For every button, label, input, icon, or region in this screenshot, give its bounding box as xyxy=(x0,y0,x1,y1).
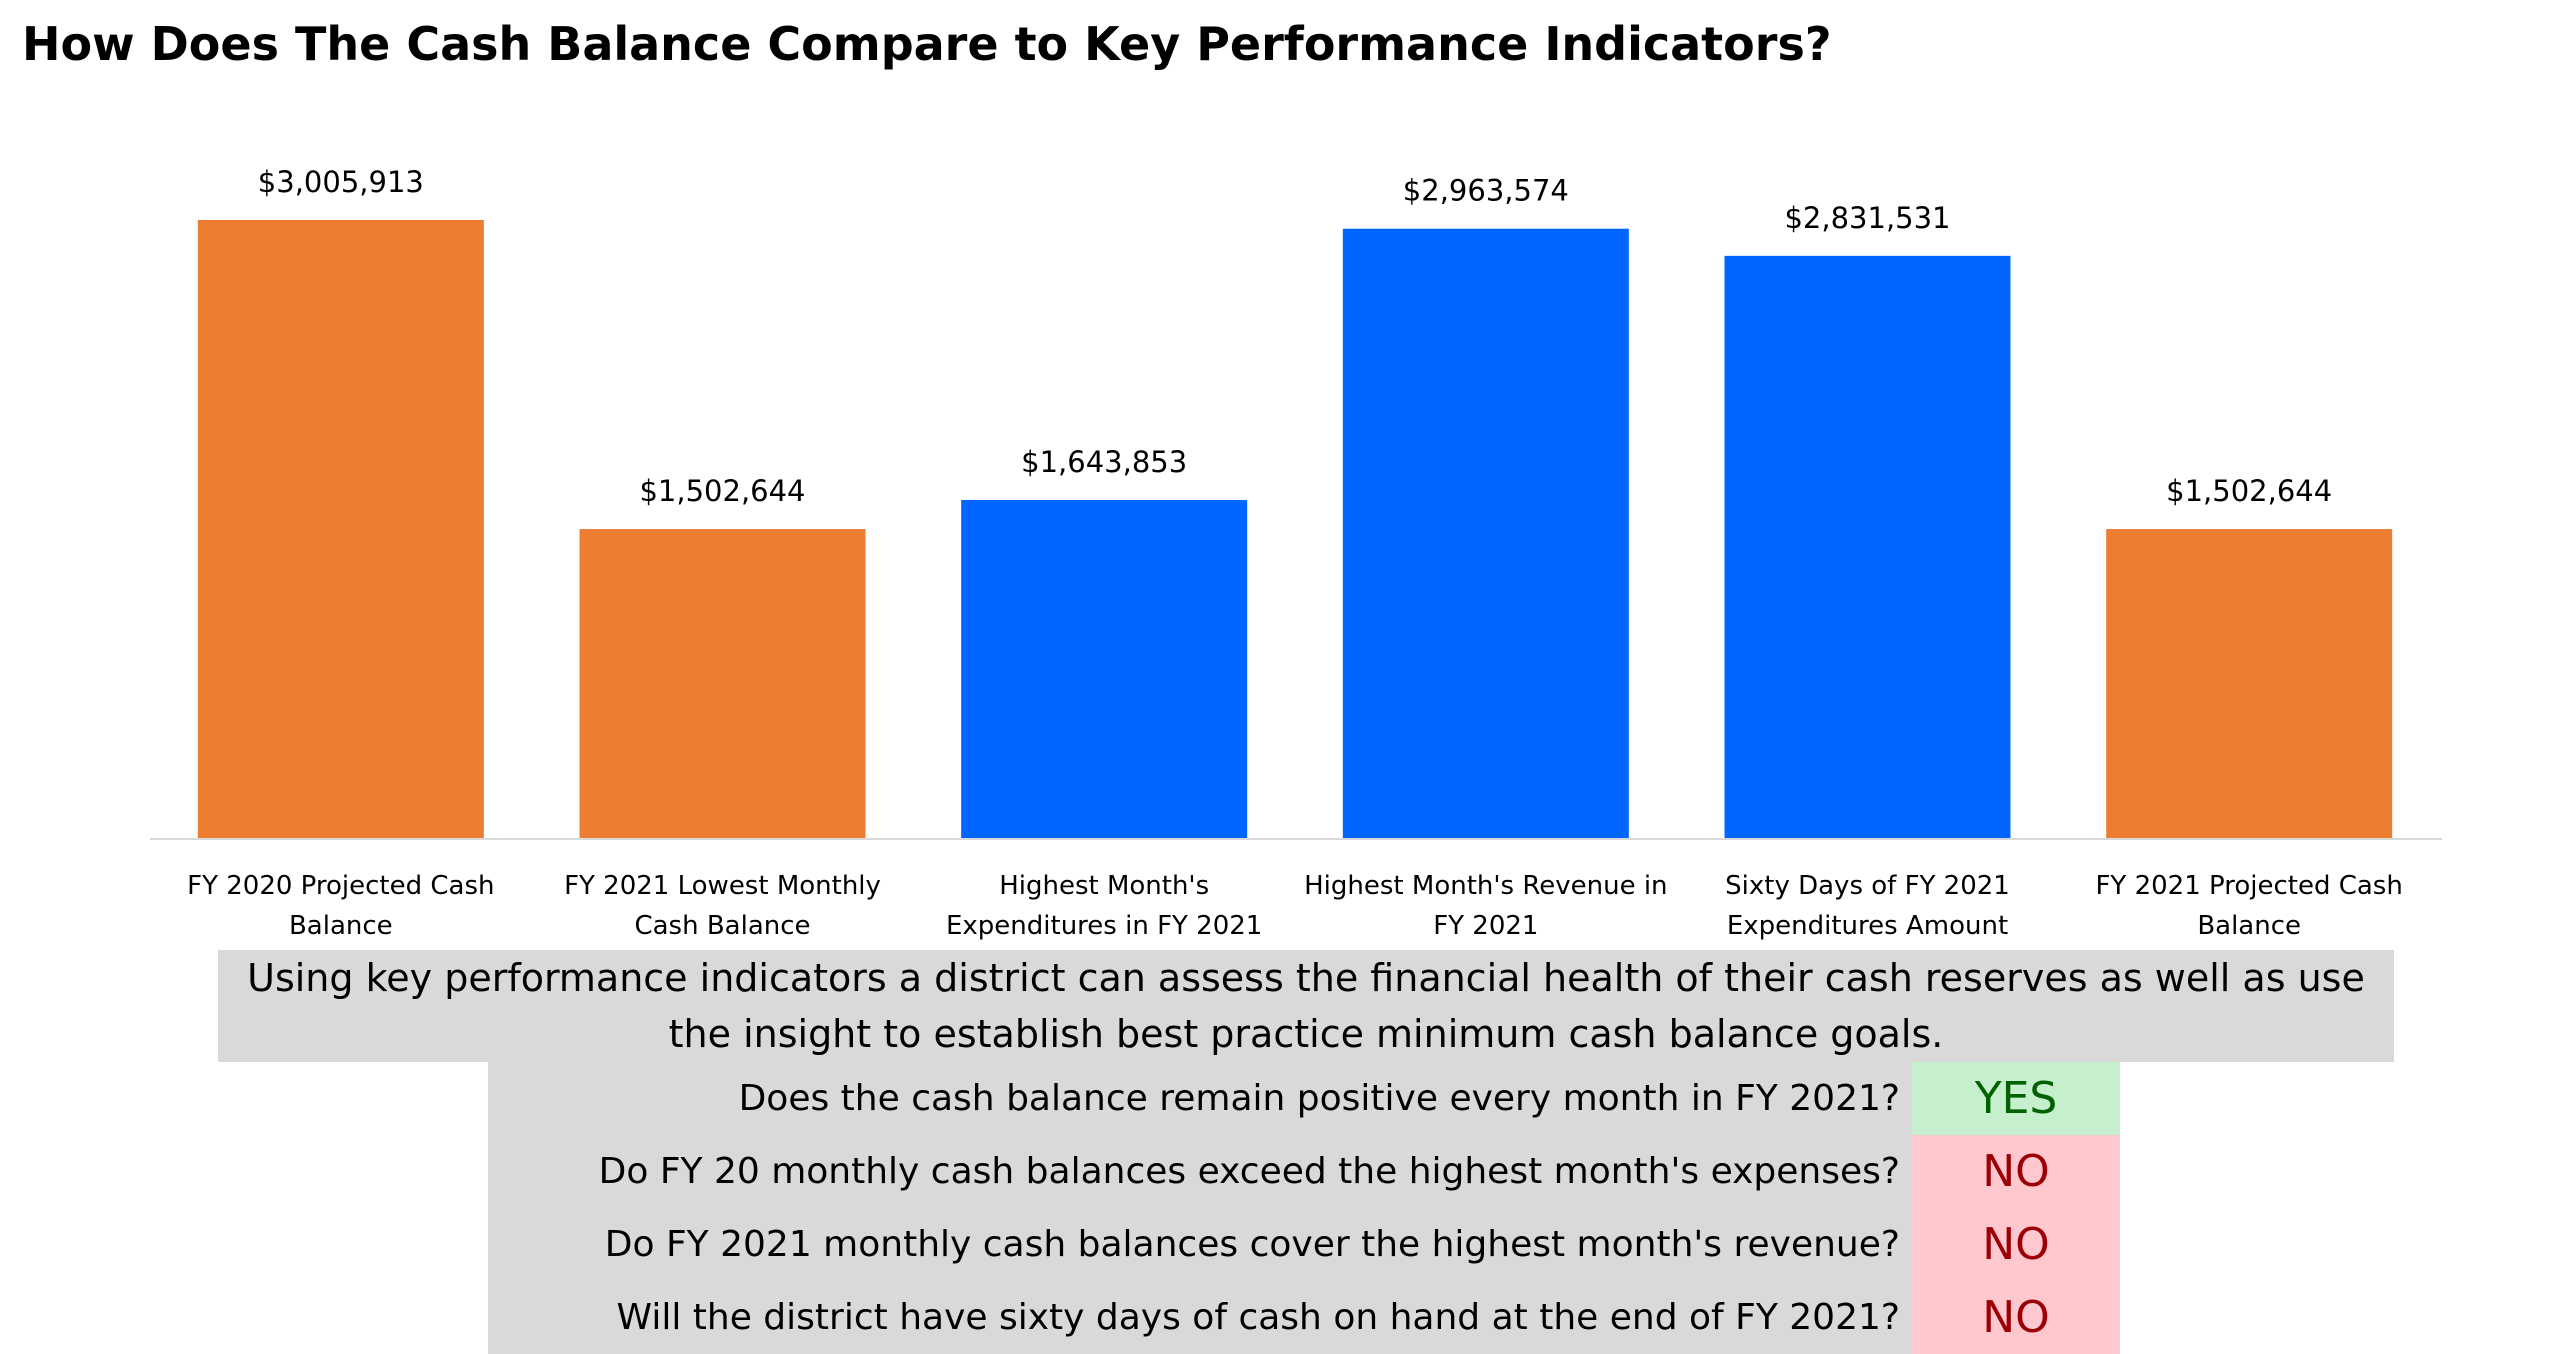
question-text: Will the district have sixty days of cas… xyxy=(488,1281,1912,1354)
data-label: $2,831,531 xyxy=(1784,201,1950,235)
answer-cell: NO xyxy=(1912,1208,2120,1281)
category-label: Expenditures Amount xyxy=(1727,911,2008,941)
data-label: $2,963,574 xyxy=(1403,174,1569,208)
bar-chart: $3,005,913 FY 2020 Projected Cash Balance $… xyxy=(150,165,2442,941)
category-label: Balance xyxy=(289,911,393,941)
category-label: FY 2021 Projected Cash xyxy=(2095,871,2402,901)
answer-cell: NO xyxy=(1912,1281,2120,1354)
kpi-question-table: Does the cash balance remain positive ev… xyxy=(488,1062,2120,1354)
category-label: FY 2021 xyxy=(1433,911,1538,941)
summary-text: Using key performance indicators a distr… xyxy=(218,950,2394,1062)
data-label: $1,502,644 xyxy=(639,474,805,508)
question-text: Do FY 2021 monthly cash balances cover t… xyxy=(488,1208,1912,1281)
bar xyxy=(961,500,1248,838)
question-text: Do FY 20 monthly cash balances exceed th… xyxy=(488,1135,1912,1208)
category-label: Highest Month's Revenue in xyxy=(1304,871,1667,901)
answer-cell: YES xyxy=(1912,1062,2120,1135)
bar xyxy=(2106,529,2393,838)
question-text: Does the cash balance remain positive ev… xyxy=(488,1062,1912,1135)
chart-title: How Does The Cash Balance Compare to Key… xyxy=(22,17,1832,71)
data-label: $1,502,644 xyxy=(2166,474,2332,508)
bar xyxy=(197,220,484,838)
category-label: Balance xyxy=(2197,911,2301,941)
data-label: $1,643,853 xyxy=(1021,445,1187,479)
answer-cell: NO xyxy=(1912,1135,2120,1208)
question-row: Does the cash balance remain positive ev… xyxy=(488,1062,2120,1135)
bar xyxy=(1342,228,1629,838)
category-label: Expenditures in FY 2021 xyxy=(946,911,1262,941)
category-label: Highest Month's xyxy=(999,871,1209,901)
category-label: Sixty Days of FY 2021 xyxy=(1725,871,2010,901)
category-label: Cash Balance xyxy=(634,911,810,941)
data-label: $3,005,913 xyxy=(258,165,424,199)
question-row: Do FY 2021 monthly cash balances cover t… xyxy=(488,1208,2120,1281)
question-row: Will the district have sixty days of cas… xyxy=(488,1281,2120,1354)
category-label: FY 2021 Lowest Monthly xyxy=(564,871,881,901)
bar xyxy=(579,529,866,838)
category-label: FY 2020 Projected Cash xyxy=(187,871,494,901)
question-row: Do FY 20 monthly cash balances exceed th… xyxy=(488,1135,2120,1208)
bar xyxy=(1724,255,2011,838)
